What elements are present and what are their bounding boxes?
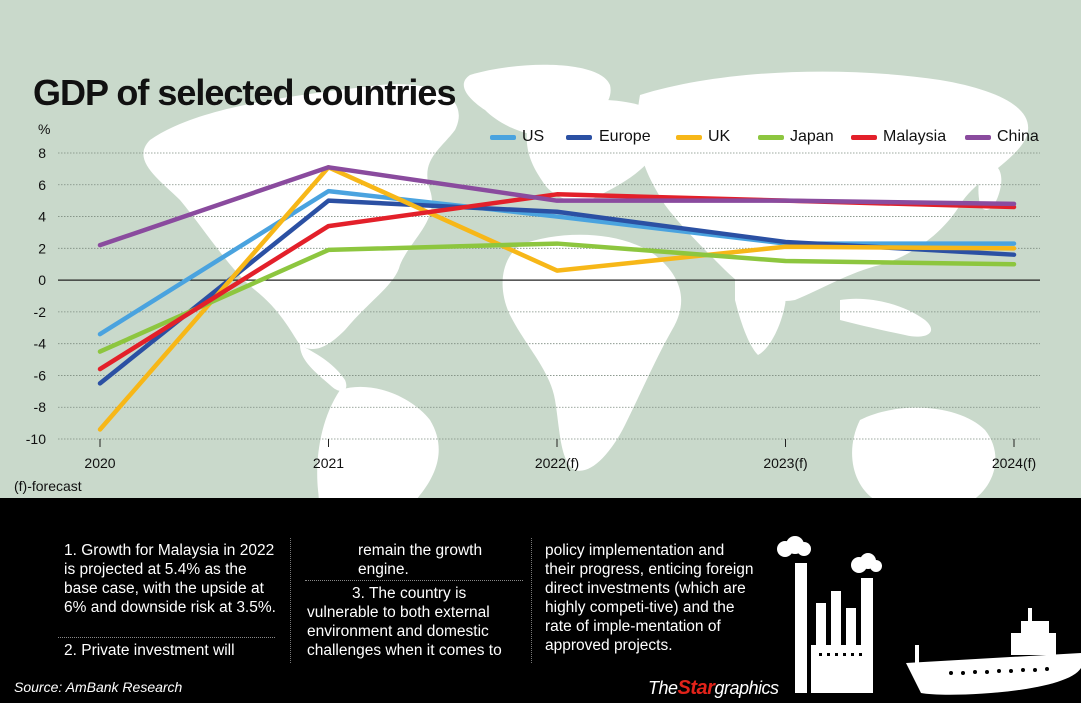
- y-tick-label: 2: [38, 240, 46, 256]
- map-europe: [526, 99, 659, 202]
- x-tick-label: 2022(f): [535, 455, 579, 471]
- note-col1-para2: 2. Private investment will: [64, 642, 235, 659]
- note-col2-para2: 3. The country is vulnerable to both ext…: [307, 585, 502, 659]
- series-line-malaysia: [97, 192, 1017, 372]
- map-india: [735, 273, 786, 355]
- brand-the: The: [648, 678, 678, 698]
- map-africa: [502, 234, 682, 471]
- legend-swatch-uk: [676, 135, 702, 140]
- legend-swatch-us: [490, 135, 516, 140]
- legend-swatch-europe: [566, 135, 592, 140]
- column-divider-2: [531, 538, 532, 663]
- series-line-us: [97, 188, 1017, 337]
- y-tick-label: 6: [38, 177, 46, 193]
- note-col3-para1: policy implementation and their progress…: [545, 542, 754, 654]
- legend-label-malaysia: Malaysia: [883, 128, 947, 145]
- y-tick-label: -4: [34, 336, 47, 352]
- note-col1-para1: 1. Growth for Malaysia in 2022 is projec…: [64, 542, 276, 616]
- map-asia: [637, 71, 1029, 301]
- legend-swatch-malaysia: [851, 135, 877, 140]
- x-tick-label: 2023(f): [763, 455, 807, 471]
- note-divider-1: [58, 637, 275, 638]
- brand-star: Star: [677, 677, 715, 699]
- factory-ship-illustration: [777, 536, 1081, 695]
- y-tick-label: 8: [38, 145, 46, 161]
- note-col2-para1: remain the growth engine.: [358, 542, 483, 578]
- forecast-note: (f)-forecast: [14, 478, 82, 494]
- legend-swatch-china: [965, 135, 991, 140]
- y-tick-label: -10: [26, 431, 46, 447]
- legend-label-europe: Europe: [599, 128, 651, 145]
- series-line-japan: [97, 241, 1017, 354]
- y-unit-label: %: [38, 121, 51, 137]
- x-tick-label: 2021: [313, 455, 344, 471]
- map-central-america: [300, 345, 347, 392]
- gdp-line-chart: 8 6 4 2 0 -2 -4 -6 -8 -10 2020 2021 2022(f) 2023(f) 20…: [26, 145, 1040, 471]
- legend-label-uk: UK: [708, 128, 731, 145]
- map-japan: [978, 163, 1002, 210]
- note-divider-2: [305, 580, 523, 581]
- y-tick-label: 0: [38, 272, 46, 288]
- ship-icon: [906, 653, 1081, 695]
- x-tick-label: 2024(f): [992, 455, 1036, 471]
- series-line-uk: [97, 165, 1017, 432]
- y-tick-label: -8: [34, 399, 47, 415]
- notes-panel: [0, 498, 1081, 703]
- y-tick-label: -6: [34, 367, 47, 383]
- column-divider-1: [290, 538, 291, 663]
- x-tick-label: 2020: [84, 455, 115, 471]
- map-southeast-asia: [840, 298, 932, 337]
- legend-label-china: China: [997, 128, 1039, 145]
- source-credit: Source: AmBank Research: [14, 679, 183, 695]
- legend-label-us: US: [522, 128, 545, 145]
- map-australia: [852, 407, 996, 514]
- series-line-china: [97, 165, 1017, 248]
- y-tick-label: -2: [34, 304, 47, 320]
- brand-logo: TheStargraphics: [648, 677, 779, 700]
- chimney-icon: [795, 563, 807, 693]
- y-tick-label: 4: [38, 209, 46, 225]
- chart-title: GDP of selected countries: [33, 72, 456, 113]
- legend-label-japan: Japan: [790, 128, 834, 145]
- brand-graphics: graphics: [714, 678, 779, 698]
- legend-swatch-japan: [758, 135, 784, 140]
